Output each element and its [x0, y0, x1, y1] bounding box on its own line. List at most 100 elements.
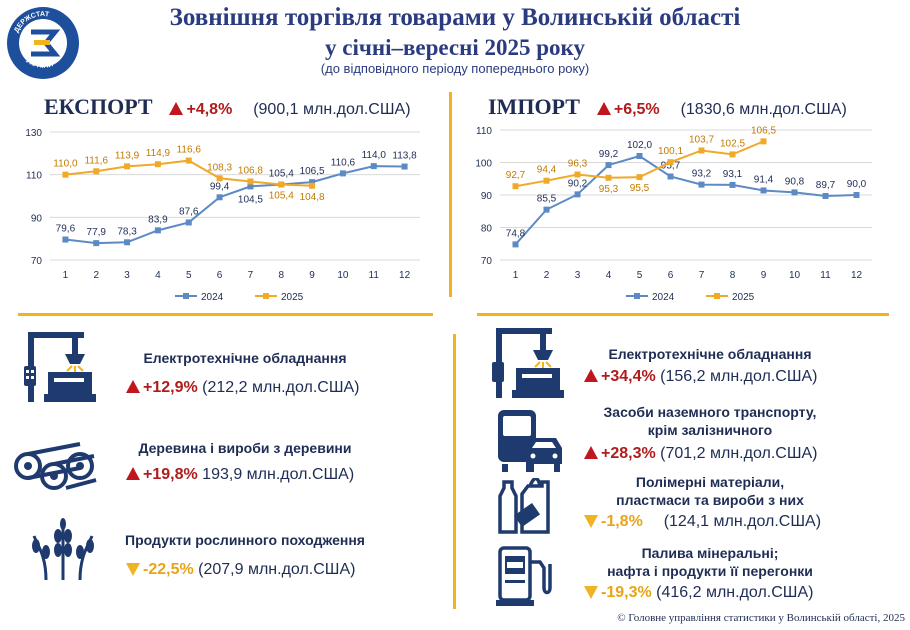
data-label-2024: 113,8 [392, 151, 417, 162]
data-point-2025 [216, 175, 223, 182]
x-tick-label: 10 [789, 270, 801, 281]
page-subtitle: (до відповідного періоду попереднього ро… [320, 61, 590, 76]
data-label-2025: 96,3 [568, 159, 588, 170]
x-tick-label: 9 [761, 270, 767, 281]
up-arrow-icon [126, 380, 140, 393]
data-label-2024: 78,3 [117, 226, 137, 237]
export-item-1-value: (212,2 млн.дол.США) [202, 379, 360, 396]
legend-marker-2025 [714, 293, 720, 299]
y-tick-label: 80 [481, 224, 493, 235]
data-label-2025: 108,3 [207, 162, 232, 173]
data-label-2024: 114,0 [362, 150, 387, 161]
export-item-2-label: Деревина і вироби з деревини [138, 440, 352, 456]
data-label-2024: 89,7 [816, 180, 836, 191]
data-label-2024: 105,4 [269, 168, 294, 179]
y-tick-label: 70 [481, 256, 493, 267]
x-tick-label: 11 [369, 270, 380, 281]
data-point-2025 [278, 181, 285, 188]
logs-icon [14, 442, 97, 490]
export-item-3-value: (207,9 млн.дол.США) [198, 561, 356, 578]
up-arrow-icon [584, 369, 598, 382]
x-tick-label: 6 [668, 270, 674, 281]
y-tick-label: 90 [481, 191, 493, 202]
import-item-4-label: Палива мінеральні; нафта і продукти її п… [607, 545, 813, 579]
data-point-2025 [124, 163, 131, 170]
data-point-2025 [605, 174, 612, 181]
legend-marker-2024 [634, 293, 640, 299]
data-point-2025 [698, 147, 705, 154]
plastic-bottles-icon [498, 478, 550, 534]
export-item-1-change: +12,9% [143, 379, 198, 396]
data-point-2024 [216, 194, 223, 201]
legend-marker-2025 [263, 293, 269, 299]
import-item-3-value: (124,1 млн.дол.США) [663, 513, 822, 530]
import-item-2-value: (701,2 млн.дол.США) [660, 445, 818, 462]
y-tick-label: 110 [26, 171, 42, 182]
data-point-2025 [247, 178, 254, 185]
data-label-2025: 100,1 [658, 146, 683, 157]
data-point-2025 [185, 157, 192, 164]
data-point-2024 [698, 181, 705, 188]
data-point-2025 [729, 151, 736, 158]
data-point-2024 [543, 206, 550, 213]
data-point-2024 [185, 219, 192, 226]
page-title-line1: Зовнішня торгівля товарами у Волинській … [169, 4, 741, 31]
data-label-2024: 106,5 [300, 166, 325, 177]
export-item-1-label: Електротехнічне обладнання [143, 350, 347, 366]
x-tick-label: 6 [217, 270, 223, 281]
horizontal-divider-left [18, 313, 433, 316]
industrial-machine-icon [24, 332, 96, 402]
x-tick-label: 2 [544, 270, 550, 281]
import-item-2-stats: +28,3% (701,2 млн.дол.США) [584, 445, 817, 463]
up-arrow-icon [169, 102, 184, 115]
export-heading: ЕКСПОРТ [44, 94, 153, 119]
export-total: (900,1 млн.дол.США) [253, 101, 411, 118]
data-label-2024: 99,2 [599, 149, 619, 160]
x-tick-label: 12 [851, 270, 863, 281]
import-header: ІМПОРТ +6,5% (1830,6 млн.дол.США) [488, 94, 847, 120]
legend-label-2025: 2025 [281, 292, 304, 303]
up-arrow-icon [126, 467, 140, 480]
data-point-2025 [93, 168, 100, 175]
x-tick-label: 8 [730, 270, 736, 281]
x-tick-label: 8 [278, 270, 284, 281]
bus-car-icon [498, 410, 562, 472]
import-item-4-value: (416,2 млн.дол.США) [656, 584, 814, 601]
data-point-2025 [543, 177, 550, 184]
import-item-3-stats: -1,8% (124,1 млн.дол.США) [584, 513, 821, 531]
footer-copyright: © Головне управління статистики у Волинс… [617, 612, 905, 624]
x-tick-label: 9 [309, 270, 315, 281]
data-label-2024: 77,9 [87, 227, 107, 238]
data-point-2024 [574, 191, 581, 198]
x-tick-label: 1 [513, 270, 519, 281]
y-tick-label: 90 [31, 213, 43, 224]
import-item-2-change: +28,3% [601, 445, 656, 462]
x-tick-label: 3 [575, 270, 581, 281]
export-item-2-value: 193,9 млн.дол.США) [202, 466, 355, 483]
up-arrow-icon [584, 446, 598, 459]
data-point-2024 [401, 163, 408, 170]
x-tick-label: 12 [399, 270, 411, 281]
data-point-2025 [154, 161, 161, 168]
data-point-2024 [512, 241, 519, 248]
export-item-1-stats: +12,9% (212,2 млн.дол.США) [126, 379, 359, 397]
data-label-2024: 85,5 [537, 194, 557, 205]
data-point-2024 [667, 173, 674, 180]
y-tick-label: 110 [476, 126, 492, 137]
data-point-2024 [605, 162, 612, 169]
data-label-2024: 91,4 [754, 174, 774, 185]
x-tick-label: 2 [93, 270, 99, 281]
data-label-2024: 93,2 [692, 169, 712, 180]
data-point-2024 [822, 192, 829, 199]
data-point-2024 [760, 187, 767, 194]
data-label-2025: 104,8 [300, 192, 325, 203]
legend-label-2024: 2024 [652, 292, 675, 303]
data-label-2024: 87,6 [179, 206, 199, 217]
legend-label-2025: 2025 [732, 292, 755, 303]
wheat-icon [32, 518, 94, 581]
data-label-2025: 106,5 [751, 125, 776, 136]
data-label-2024: 104,5 [238, 194, 263, 205]
data-label-2025: 113,9 [115, 150, 140, 161]
data-point-2024 [853, 192, 860, 198]
